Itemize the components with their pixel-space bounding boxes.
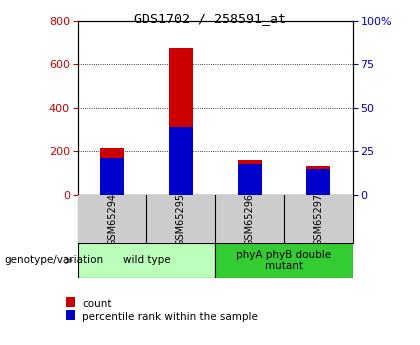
Bar — [78, 195, 147, 243]
Text: wild type: wild type — [123, 256, 170, 265]
Bar — [306, 169, 331, 195]
Text: GSM65295: GSM65295 — [176, 193, 186, 246]
Text: GSM65294: GSM65294 — [107, 193, 117, 246]
Bar — [284, 195, 353, 243]
Bar — [215, 195, 284, 243]
Text: GSM65297: GSM65297 — [313, 193, 323, 246]
Text: count: count — [82, 299, 111, 309]
Bar — [100, 158, 124, 195]
Bar — [215, 243, 353, 278]
Bar — [169, 48, 193, 195]
Text: phyA phyB double
mutant: phyA phyB double mutant — [236, 250, 331, 271]
Text: genotype/variation: genotype/variation — [4, 256, 103, 265]
Text: percentile rank within the sample: percentile rank within the sample — [82, 312, 258, 322]
Bar — [78, 243, 215, 278]
Text: GDS1702 / 258591_at: GDS1702 / 258591_at — [134, 12, 286, 25]
Bar — [238, 160, 262, 195]
Bar — [100, 148, 124, 195]
Bar — [66, 310, 75, 319]
Text: GSM65296: GSM65296 — [244, 193, 255, 246]
Bar — [147, 195, 215, 243]
Bar — [169, 127, 193, 195]
Bar — [66, 297, 75, 307]
Bar — [238, 164, 262, 195]
Bar — [306, 166, 331, 195]
